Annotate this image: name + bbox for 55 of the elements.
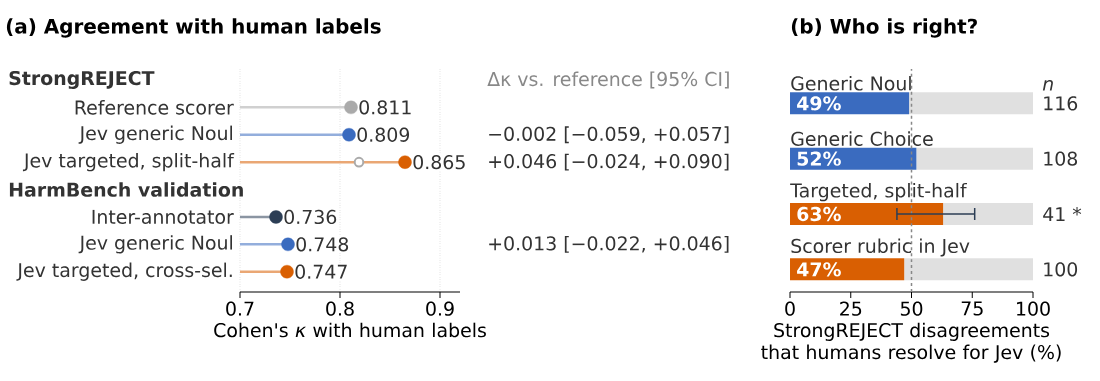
annotation: HarmBench validation [9,182,243,197]
text: StrongREJECT [9,70,155,90]
text: 116 [1044,96,1078,111]
data-label: 0.736 [284,209,337,225]
x-tick-label: 50 [900,301,923,316]
text: 108 [1044,151,1078,166]
text: −0.002 [−0.059, +0.057] [489,126,729,144]
bar [943,202,1034,225]
point [353,156,365,168]
text: Δκ vs. reference [95% CI] [487,71,729,89]
y-tick-label: Jev generic Noul [78,235,233,254]
bar [790,202,944,225]
y-tick-label: Targeted, split-half [790,182,967,202]
x-axis-title: StrongREJECT disagreements that humans resolve for Jev (%) [761,322,1061,363]
x-axis-title: Cohen's κ with human labels [214,322,486,338]
data-label: 0.809 [357,127,410,142]
x-tick-label: 0.7 [226,301,254,316]
chart-title: (a) Agreement with human labels [6,18,381,38]
text: n [1042,80,1053,91]
bar [916,147,1034,170]
y-tick-label: Reference scorer [75,100,234,115]
bar [904,258,1034,281]
point [398,155,412,169]
x-tick-label: 100 [1017,301,1050,316]
data-label: 0.811 [359,100,411,115]
data-label: 0.747 [295,264,347,279]
data-label: 47% [797,262,841,277]
x-tick-label: 0.8 [326,301,354,316]
x-tick-label: 0.9 [426,301,454,316]
x-tick-label: 75 [961,301,983,316]
x-tick-label: 0 [785,301,795,316]
data-label: 52% [797,151,841,166]
y-tick-label: Inter-annotator [92,209,234,224]
chart-title: (b) Who is right? [791,18,977,38]
text: 100 [1044,262,1078,277]
y-tick-label: Jev targeted, split-half [22,153,235,172]
bar [909,92,1034,115]
x-tick-label: 25 [840,301,862,316]
data-label: 63% [797,206,841,222]
text: +0.013 [−0.022, +0.046] [489,235,729,253]
point [269,210,283,224]
y-tick-label: Scorer rubric in Jev [791,238,970,257]
y-tick-label: Generic Choice [791,131,933,146]
y-tick-label: Jev targeted, cross-sel. [16,262,232,281]
text: +0.046 [−0.024, +0.090] [489,153,729,171]
text: 41 * [1043,206,1082,222]
data-label: 0.748 [296,237,349,252]
point [281,237,295,252]
point [342,128,356,142]
y-tick-label: Generic Noul [791,75,911,91]
data-label: 0.865 [413,154,465,170]
y-tick-label: Jev generic Noul [78,125,233,144]
data-label: 49% [797,96,841,111]
point [344,100,358,115]
point [280,265,294,279]
